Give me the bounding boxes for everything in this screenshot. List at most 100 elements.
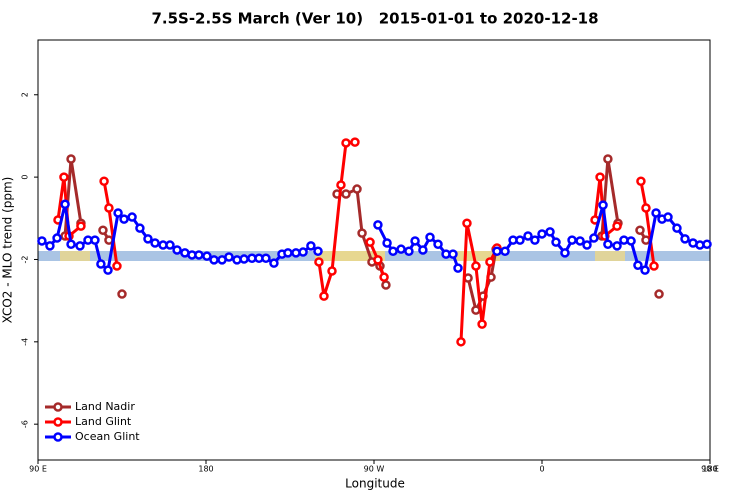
data-point [603, 239, 613, 249]
data-point [336, 180, 346, 190]
data-point [582, 240, 592, 250]
x-tick-label: 90 E [701, 465, 719, 474]
data-point [37, 236, 47, 246]
data-point [595, 172, 605, 182]
x-axis-label: Longitude [345, 477, 405, 491]
data-point [165, 240, 175, 250]
data-point [382, 238, 392, 248]
data-point [462, 218, 472, 228]
land-patch [60, 251, 90, 261]
data-point [373, 220, 383, 230]
data-point [112, 261, 122, 271]
y-tick-label: -2 [21, 255, 30, 263]
data-point [388, 246, 398, 256]
y-tick-label: 2 [21, 92, 30, 97]
data-point [76, 221, 86, 231]
data-point [641, 203, 651, 213]
data-point [52, 233, 62, 243]
data-point [453, 263, 463, 273]
y-tick-label: -6 [21, 420, 30, 428]
data-point [269, 258, 279, 268]
data-point [567, 235, 577, 245]
data-point [373, 255, 383, 265]
data-point [209, 255, 219, 265]
data-point [298, 247, 308, 257]
data-point [172, 245, 182, 255]
data-point [537, 229, 547, 239]
data-point [127, 212, 137, 222]
data-point [224, 252, 234, 262]
data-point [99, 176, 109, 186]
data-point [612, 241, 622, 251]
data-point [485, 257, 495, 267]
data-point [560, 248, 570, 258]
data-point [381, 280, 391, 290]
data-point [626, 236, 636, 246]
data-point [477, 319, 487, 329]
data-point [640, 265, 650, 275]
data-point [350, 137, 360, 147]
y-tick-label: -4 [21, 338, 30, 346]
data-point [135, 223, 145, 233]
data-point [433, 239, 443, 249]
data-point [589, 233, 599, 243]
data-point [635, 225, 645, 235]
data-point [515, 235, 525, 245]
y-tick-label: 0 [21, 175, 30, 180]
data-point [551, 237, 561, 247]
data-point [636, 176, 646, 186]
data-point [500, 246, 510, 256]
x-tick-label: 180 [702, 465, 717, 474]
data-point [396, 244, 406, 254]
land-patch [455, 251, 500, 261]
data-point [672, 223, 682, 233]
legend-label: Ocean Glint [75, 430, 140, 443]
data-point [649, 261, 659, 271]
data-point [75, 241, 85, 251]
data-point [96, 259, 106, 269]
data-point [239, 254, 249, 264]
data-point [523, 231, 533, 241]
data-point [633, 260, 643, 270]
data-point [365, 237, 375, 247]
data-point [471, 305, 481, 315]
x-tick-label: 90 W [364, 465, 385, 474]
data-point [60, 199, 70, 210]
data-point [306, 241, 316, 251]
data-point [103, 265, 113, 275]
chart-title: 7.5S-2.5S March (Ver 10) 2015-01-01 to 2… [151, 10, 598, 28]
data-point [314, 257, 324, 267]
legend-label: Land Glint [75, 415, 132, 428]
data-point [90, 235, 100, 245]
data-point [680, 234, 690, 244]
data-point [313, 246, 323, 256]
data-point [202, 251, 212, 261]
data-point [341, 138, 351, 148]
data-point [404, 246, 414, 256]
land-patch [315, 251, 385, 261]
data-point [319, 291, 329, 301]
data-point [45, 241, 55, 251]
data-point [352, 184, 362, 194]
data-point [194, 250, 204, 260]
legend-label: Land Nadir [75, 400, 135, 413]
data-point [530, 235, 540, 245]
data-point [471, 261, 481, 271]
data-point [150, 238, 160, 248]
data-point [575, 236, 585, 246]
data-point [104, 203, 114, 213]
data-point [119, 214, 129, 224]
data-point [117, 289, 127, 299]
data-point [66, 239, 76, 249]
data-point [425, 232, 435, 242]
data-point [327, 266, 337, 276]
data-point [456, 337, 466, 347]
data-point [341, 189, 351, 199]
data-point [283, 248, 293, 258]
data-point [98, 225, 108, 235]
data-point [702, 239, 712, 249]
data-point [598, 200, 608, 210]
legend-marker [53, 432, 63, 442]
data-point [448, 249, 458, 259]
